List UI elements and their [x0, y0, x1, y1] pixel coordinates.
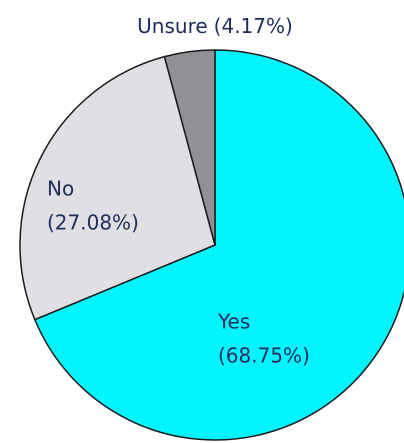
slice-value-label: (27.08%): [47, 211, 139, 235]
slice-label: No: [47, 177, 74, 201]
pie-slice: [163, 49, 216, 246]
slice-value-label: (68.75%): [218, 344, 310, 368]
slice-label: Yes: [217, 310, 250, 334]
pie-slice: [34, 49, 404, 441]
pie-slice: [19, 55, 216, 321]
slice-label-group: Unsure (4.17%): [137, 14, 293, 38]
slice-label: Unsure: [137, 14, 208, 38]
slice-value-label: (4.17%): [214, 14, 293, 38]
